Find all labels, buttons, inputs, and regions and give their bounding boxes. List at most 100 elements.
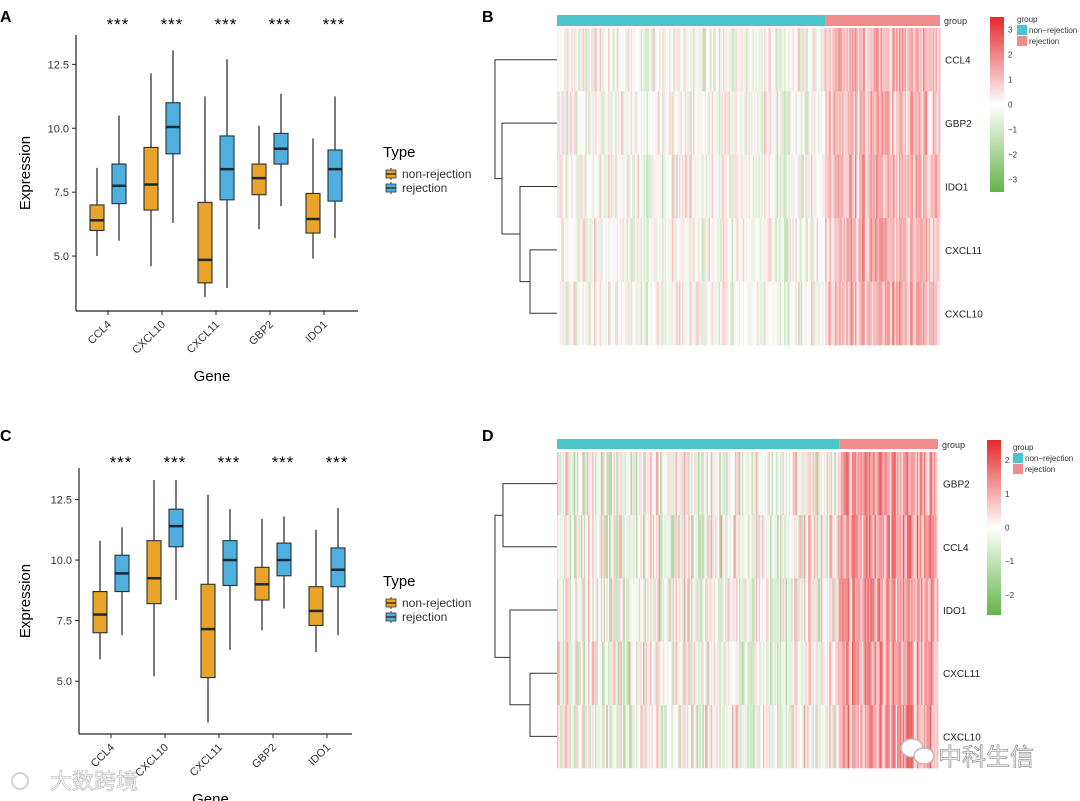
heatmap-cell (661, 281, 664, 346)
heatmap-cell (839, 154, 842, 219)
heatmap-cell (613, 641, 616, 706)
heatmap-cell (874, 515, 877, 579)
heatmap-cell (659, 281, 661, 346)
heatmap-cell (588, 154, 591, 219)
heatmap-cell (744, 515, 747, 579)
heatmap-cell (930, 218, 932, 282)
heatmap-cell (557, 578, 559, 642)
heatmap-cell (606, 91, 609, 156)
heatmap-cell (867, 704, 870, 769)
heatmap-cell (914, 281, 917, 346)
heatmap-cell (667, 578, 669, 642)
heatmap-cell (772, 281, 775, 346)
heatmap-cell (565, 452, 568, 516)
heatmap-cell (864, 452, 867, 516)
heatmap-cell (655, 704, 658, 769)
heatmap-cell (670, 91, 673, 156)
heatmap-cell (643, 154, 646, 219)
heatmap-cell (771, 281, 774, 346)
heatmap-cell (826, 218, 829, 282)
heatmap-cell (776, 281, 779, 346)
heatmap-cell (925, 28, 928, 92)
heatmap-cell (827, 154, 830, 219)
heatmap-cell (716, 515, 719, 579)
heatmap-cell (654, 28, 657, 92)
heatmap-cell (910, 28, 913, 92)
heatmap-cell (803, 218, 806, 282)
heatmap-cell (701, 218, 704, 282)
heatmap-cell (822, 28, 825, 92)
heatmap-cell (720, 452, 723, 516)
heatmap-cell (600, 641, 603, 706)
significance-stars: *** (323, 15, 346, 34)
heatmap-cell (744, 28, 747, 92)
heatmap-cell (661, 154, 664, 219)
heatmap-cell (787, 578, 789, 642)
heatmap-cell (795, 281, 798, 346)
heatmap-cell (826, 91, 829, 156)
heatmap-cell (808, 154, 810, 219)
heatmap-cell (853, 515, 856, 579)
heatmap-cell (675, 704, 678, 769)
heatmap-cell (866, 218, 869, 282)
heatmap-cell (747, 218, 749, 282)
heatmap-cell (833, 515, 836, 579)
heatmap-cell (922, 452, 925, 516)
heatmap-cell (880, 281, 883, 346)
heatmap-cell (877, 281, 880, 346)
heatmap-cell (562, 28, 565, 92)
heatmap-cell (850, 641, 853, 706)
heatmap-cell (635, 281, 637, 346)
heatmap-cell (878, 452, 881, 516)
heatmap-cell (755, 91, 758, 156)
heatmap-cell (589, 218, 592, 282)
heatmap-cell (899, 578, 902, 642)
heatmap-cell (856, 154, 859, 219)
heatmap-cell (565, 28, 568, 92)
heatmap-cell (832, 28, 835, 92)
heatmap-cell (781, 641, 784, 706)
heatmap-cell (829, 641, 832, 706)
heatmap-cell (614, 578, 617, 642)
heatmap-cell (620, 704, 623, 769)
heatmap-cell (643, 641, 645, 706)
heatmap-cell (719, 515, 722, 579)
heatmap-cell (768, 578, 771, 642)
heatmap-cell (657, 281, 660, 346)
heatmap-cell (652, 641, 655, 706)
heatmap-cell (591, 91, 593, 156)
heatmap-cell (696, 218, 698, 282)
heatmap-cell (650, 578, 652, 642)
heatmap-cell (914, 578, 916, 642)
heatmap-cell (596, 218, 599, 282)
heatmap-cell (654, 281, 657, 346)
heatmap-cell (730, 578, 733, 642)
heatmap-cell (747, 281, 749, 346)
heatmap-cell (595, 154, 598, 219)
heatmap-cell (685, 452, 688, 516)
heatmap-cell (778, 281, 781, 346)
heatmap-cell (646, 28, 649, 92)
heatmap-cell (891, 578, 894, 642)
heatmap-cell (682, 515, 685, 579)
heatmap-cell (713, 641, 716, 706)
heatmap-cell (733, 578, 736, 642)
heatmap-cell (620, 641, 623, 706)
heatmap-cell (799, 641, 802, 706)
heatmap-cell (659, 91, 661, 156)
heatmap-cell (827, 281, 830, 346)
heatmap-cell (736, 578, 739, 642)
heatmap-cell (644, 578, 647, 642)
colorbar-tick-label: −1 (1008, 126, 1018, 135)
heatmap-cell (911, 452, 913, 516)
heatmap-cell (650, 28, 653, 92)
heatmap-cell (852, 28, 854, 92)
heatmap-cell (690, 218, 693, 282)
heatmap-cell (684, 452, 686, 516)
heatmap-cell (585, 218, 588, 282)
heatmap-cell (579, 154, 582, 219)
heatmap-cell (691, 641, 693, 706)
heatmap-cell (778, 704, 781, 769)
heatmap-cell (896, 91, 898, 156)
